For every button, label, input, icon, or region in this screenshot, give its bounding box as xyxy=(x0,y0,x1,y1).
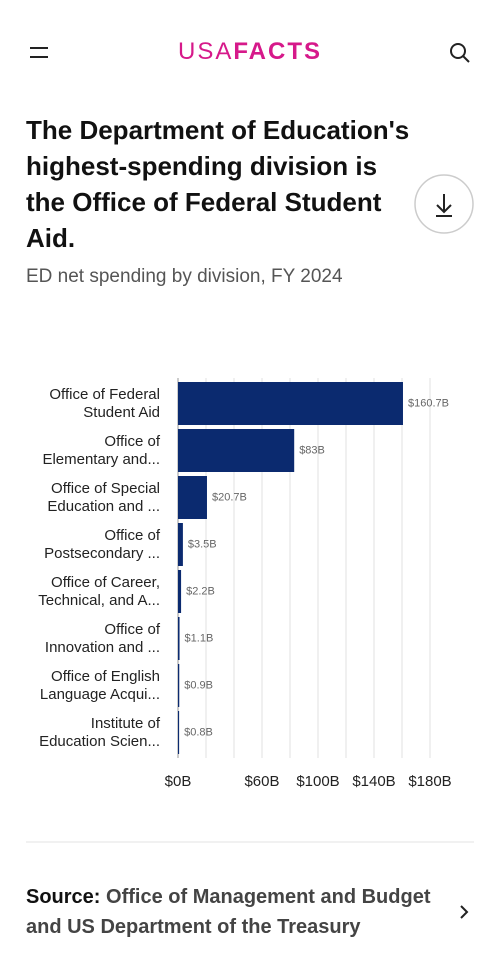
bar xyxy=(178,664,180,707)
x-tick-label: $100B xyxy=(296,773,339,790)
value-label: $1.1B xyxy=(185,632,214,644)
value-label: $20.7B xyxy=(212,491,247,503)
value-label: $3.5B xyxy=(188,538,217,550)
logo-bold: FACTS xyxy=(233,38,323,65)
category-label: Institute of Education Scien... xyxy=(39,714,160,750)
source-label: Source: xyxy=(26,886,101,908)
bar xyxy=(178,711,180,754)
bar xyxy=(178,570,182,613)
x-tick-label: $60B xyxy=(244,773,279,790)
search-button[interactable] xyxy=(450,43,470,63)
category-label: Office of Special Education and ... xyxy=(47,479,160,515)
value-label: $83B xyxy=(299,444,325,456)
category-label: Office of Federal Student Aid xyxy=(49,385,160,421)
value-label: $160.7B xyxy=(408,397,449,409)
title: The Department of Education's highest-sp… xyxy=(26,115,410,253)
search-icon xyxy=(462,55,470,63)
x-tick-label: $140B xyxy=(352,773,395,790)
download-button[interactable] xyxy=(414,174,474,234)
search-icon xyxy=(450,43,466,59)
category-label: Office of Innovation and ... xyxy=(44,620,160,656)
subtitle: ED net spending by division, FY 2024 xyxy=(26,266,343,287)
x-tick-label: $180B xyxy=(408,773,451,790)
bar xyxy=(178,382,403,425)
bar xyxy=(178,429,295,472)
value-label: $2.2B xyxy=(186,585,215,597)
download-icon xyxy=(436,194,452,217)
source-arrow[interactable] xyxy=(460,905,469,919)
category-label: Office of Elementary and... xyxy=(42,432,160,468)
value-label: $0.8B xyxy=(184,726,213,738)
x-tick-label: $0B xyxy=(165,773,192,790)
logo[interactable]: USAFACTS xyxy=(0,38,500,66)
source-text: Office of Management and Budget and US D… xyxy=(26,886,431,938)
bar xyxy=(178,523,183,566)
bar xyxy=(178,617,180,660)
category-label: Office of English Language Acqui... xyxy=(39,667,160,703)
menu-button[interactable] xyxy=(30,47,48,58)
bar xyxy=(178,476,207,519)
source[interactable]: Source: Office of Management and Budget … xyxy=(26,882,456,942)
logo-light: USA xyxy=(177,38,234,65)
value-label: $0.9B xyxy=(184,679,213,691)
category-label: Office of Postsecondary ... xyxy=(44,526,160,562)
category-label: Office of Career, Technical, and A... xyxy=(38,573,160,609)
